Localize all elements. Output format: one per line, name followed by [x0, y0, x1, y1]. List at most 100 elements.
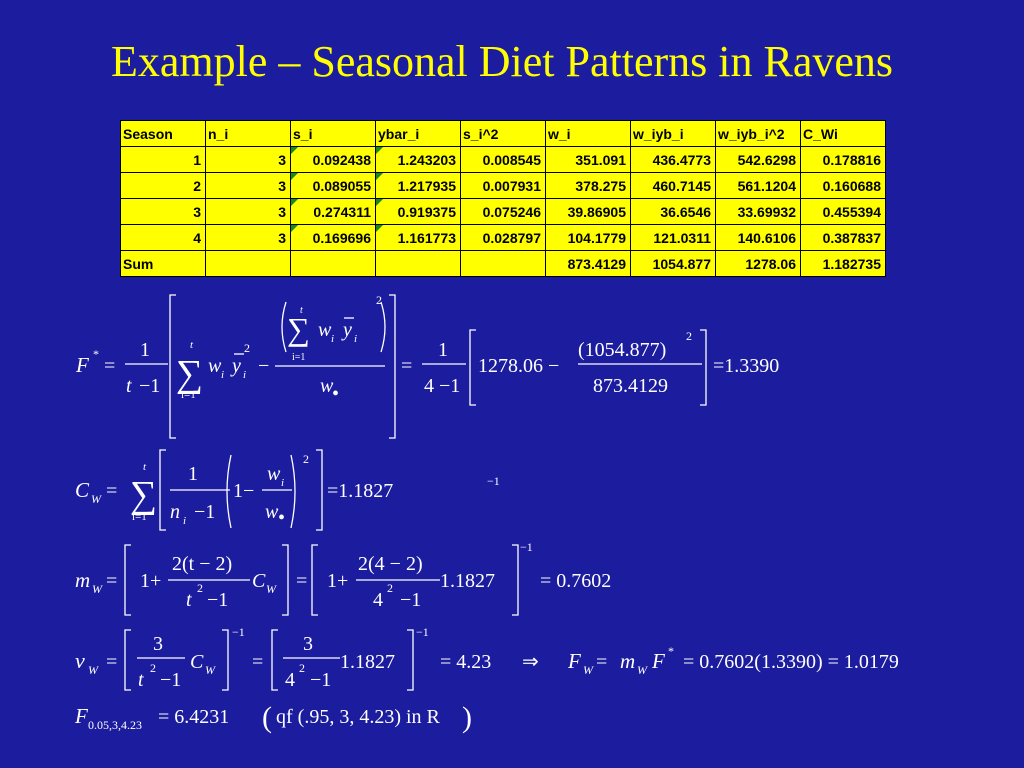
bracket [159, 449, 166, 531]
equation-text: ) [462, 701, 472, 734]
equation-text: • [332, 383, 339, 405]
table-cell: 0.919375 [375, 198, 461, 225]
table-cell: 0.178816 [800, 146, 886, 173]
parenthesis [380, 301, 386, 353]
table-cell: 0.387837 [800, 224, 886, 251]
table-cell: 542.6298 [715, 146, 801, 173]
bracket [316, 449, 323, 531]
equation-text: ( [262, 701, 272, 734]
equation-text: ∑ [287, 311, 310, 347]
equation-text: 2 [686, 329, 692, 343]
equation-text: = 6.4231 [158, 706, 229, 728]
equation-text: 1278.06 − [478, 355, 559, 377]
equation-text: m [75, 568, 90, 592]
equation-text: 1+ [327, 570, 348, 592]
equation-text: = [106, 480, 117, 502]
table-cell: 2 [120, 172, 206, 199]
equation-text: 1− [233, 480, 254, 502]
table-cell: 3 [205, 172, 291, 199]
bracket [311, 544, 318, 616]
equation-text: w [208, 355, 222, 377]
equation-text: −1 [400, 589, 421, 611]
equation-text: t [186, 589, 192, 611]
table-cell: C_Wi [800, 120, 886, 147]
bracket [512, 544, 519, 616]
equation-text: −1 [520, 540, 533, 554]
equation-text: • [278, 507, 285, 529]
table-cell: 1054.877 [630, 250, 716, 277]
equation-text: 2 [244, 341, 250, 355]
table-cell: 1278.06 [715, 250, 801, 277]
table-cell: 1.217935 [375, 172, 461, 199]
table-row: Season n_i s_i ybar_i s_i^2 w_i w_iyb_i w_iyb_i… [120, 120, 886, 147]
table-cell: 0.089055 [290, 172, 376, 199]
equation-text: − [258, 355, 269, 377]
equation-text: 1 [140, 339, 150, 361]
equation-text: = [596, 651, 607, 673]
equation-text: 1.1827 [340, 651, 395, 673]
equation-text: t [143, 461, 147, 473]
equation-text: = 4.23 [440, 651, 491, 673]
equation-text: w [267, 463, 281, 485]
equation-text: −1 [310, 669, 331, 691]
table-cell: 1.182735 [800, 250, 886, 277]
equation-text: F [567, 649, 581, 673]
table-cell: 104.1779 [545, 224, 631, 251]
table-row: 3 3 0.274311 0.919375 0.075246 39.86905 36.654… [120, 198, 886, 225]
equation-text: W [583, 663, 594, 677]
equation-text: 2 [299, 661, 305, 675]
equation-text: n [170, 501, 180, 523]
equation-text: 2(4 − 2) [358, 553, 423, 575]
equation-text: −1 [416, 625, 429, 639]
bracket [700, 329, 707, 406]
data-table: Season n_i s_i ybar_i s_i^2 w_i w_iyb_i w_iyb_i… [120, 120, 886, 277]
table-cell: 0.455394 [800, 198, 886, 225]
equation-text: −1 [194, 501, 215, 523]
equation-text: ∑ [130, 474, 157, 516]
equation-text: = 0.7602(1.3390) = 1.0179 [683, 651, 899, 673]
equation-text: i [221, 369, 224, 381]
equation-text: C [75, 478, 90, 502]
bracket [282, 544, 289, 616]
equation-text: W [88, 663, 99, 677]
equation-text: i [354, 333, 357, 345]
table-cell: 121.0311 [630, 224, 716, 251]
equation-text: 4 [373, 589, 383, 611]
equation-text: 3 [153, 633, 163, 655]
equation-text: * [668, 644, 674, 658]
table-row: 4 3 0.169696 1.161773 0.028797 104.1779 121.03… [120, 224, 886, 251]
table-cell: 39.86905 [545, 198, 631, 225]
bracket [469, 329, 476, 406]
equation-text: w [320, 375, 334, 397]
equation-text: = [104, 355, 115, 377]
bracket [389, 294, 396, 439]
bracket [222, 629, 229, 691]
bracket [271, 629, 278, 691]
table-cell: w_iyb_i^2 [715, 120, 801, 147]
equation-text: i [281, 477, 284, 489]
equation-text: 0.05,3,4.23 [88, 718, 142, 732]
equation-text: −1 [139, 375, 160, 397]
equation-text: F [75, 353, 89, 377]
equation-text: = [252, 651, 263, 673]
table-cell: 0.028797 [460, 224, 546, 251]
table-row: 2 3 0.089055 1.217935 0.007931 378.275 460.714… [120, 172, 886, 199]
parenthesis [290, 454, 296, 529]
equation-text: t [138, 669, 144, 691]
equation-text: i=1 [292, 352, 305, 363]
equation-text: W [91, 492, 102, 506]
table-cell [205, 250, 291, 277]
equation-text: 4 [285, 669, 295, 691]
equation-text: 1 [438, 339, 448, 361]
equation-text: 4 −1 [424, 375, 460, 397]
equation-text: W [205, 663, 216, 677]
table-cell [375, 250, 461, 277]
equation-text: = [401, 355, 412, 377]
bracket [169, 294, 176, 439]
equation-text: qf (.95, 3, 4.23) in R [276, 706, 441, 728]
table-cell [290, 250, 376, 277]
equation-text: ⇒ [522, 651, 539, 673]
parenthesis [281, 301, 287, 353]
equation-text: 2 [303, 452, 309, 466]
